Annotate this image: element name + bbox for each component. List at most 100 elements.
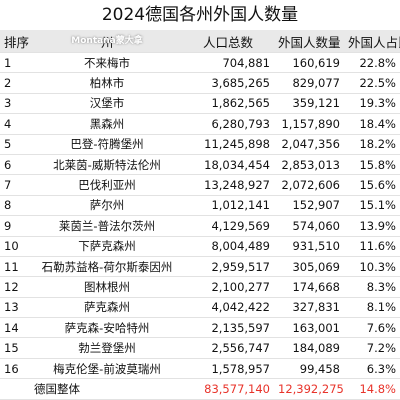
table-cell: 1,862,565	[182, 93, 274, 115]
table-cell: 6,280,793	[182, 113, 274, 135]
table-cell: 勃兰登堡州	[32, 337, 182, 359]
table-cell: 99,458	[274, 358, 344, 380]
table-cell: 7.2%	[344, 337, 400, 359]
table-cell: 15.1%	[344, 195, 400, 217]
page-title: 2024德国各州外国人数量	[101, 5, 299, 25]
table-cell: 莱茵兰-普法尔茨州	[32, 215, 182, 237]
table-cell: 160,619	[274, 52, 344, 74]
table-cell: 2,100,277	[182, 276, 274, 298]
table-cell: 11	[0, 256, 32, 278]
table-cell: 汉堡市	[32, 93, 182, 115]
table-cell: 巴登-符腾堡州	[32, 134, 182, 155]
table-row: 12 图林根州 2,100,277 174,668 8.3%	[0, 276, 400, 298]
table-cell: 12	[0, 276, 32, 298]
table-cell: 2,556,747	[182, 337, 274, 359]
table-cell: 4	[0, 113, 32, 135]
table-cell: 2,853,013	[274, 154, 344, 176]
table-cell: 8.1%	[344, 297, 400, 319]
table-cell: 黑森州	[32, 113, 182, 135]
table-cell: 174,668	[274, 276, 344, 298]
table-cell: 704,881	[182, 52, 274, 74]
table-cell: 13.9%	[344, 215, 400, 237]
header-cell: 人口总数	[182, 30, 274, 53]
table-cell: 图林根州	[32, 276, 182, 298]
table-cell: 1,578,957	[182, 358, 274, 380]
table-cell: 9	[0, 215, 32, 237]
table-cell: 18,034,454	[182, 154, 274, 176]
table-cell: 1,157,890	[274, 113, 344, 135]
table-cell: 梅克伦堡-前波莫瑞州	[32, 358, 182, 380]
table-cell: 152,907	[274, 195, 344, 217]
table-cell: 4,042,422	[182, 297, 274, 319]
table-cell: 18.4%	[344, 113, 400, 135]
table-cell: 柏林市	[32, 72, 182, 94]
table-cell: 15.6%	[344, 174, 400, 196]
table-cell: 15	[0, 337, 32, 359]
table-cell: 22.5%	[344, 72, 400, 94]
table-cell: 3,685,265	[182, 72, 274, 94]
table-cell: 10.3%	[344, 256, 400, 278]
table-cell: 1	[0, 52, 32, 74]
table-cell: 327,831	[274, 297, 344, 319]
table-cell: 11.6%	[344, 236, 400, 257]
table-cell: 18.2%	[344, 134, 400, 155]
total-row: 德国整体 83,577,140 12,392,275 14.8%	[0, 378, 400, 400]
table-cell: 北莱茵-威斯特法伦州	[32, 154, 182, 176]
header-row: 排序州Montana蒙大拿人口总数外国人数量外国人占比	[0, 30, 400, 53]
table-cell: 14	[0, 317, 32, 339]
table-cell: 石勒苏益格-荷尔斯泰因州	[32, 256, 182, 278]
table-cell: 8.3%	[344, 276, 400, 298]
table-row: 16 梅克伦堡-前波莫瑞州 1,578,957 99,458 6.3%	[0, 358, 400, 380]
watermark: Montana蒙大拿	[71, 36, 143, 46]
table-row: 6 北莱茵-威斯特法伦州 18,034,454 2,853,013 15.8%	[0, 154, 400, 176]
table-cell: 下萨克森州	[32, 236, 182, 257]
table-cell: 4,129,569	[182, 215, 274, 237]
header-cell: 排序	[0, 30, 32, 53]
table-cell: 8,004,489	[182, 236, 274, 257]
table-cell: 184,089	[274, 337, 344, 359]
table-row: 10 下萨克森州 8,004,489 931,510 11.6%	[0, 236, 400, 257]
table-cell: 萨克森州	[32, 297, 182, 319]
table-cell: 7.6%	[344, 317, 400, 339]
table-row: 15 勃兰登堡州 2,556,747 184,089 7.2%	[0, 337, 400, 359]
table-cell: 10	[0, 236, 32, 257]
table-row: 8 萨尔州 1,012,141 152,907 15.1%	[0, 195, 400, 217]
table-row: 13 萨克森州 4,042,422 327,831 8.1%	[0, 297, 400, 319]
table-cell: 2,072,606	[274, 174, 344, 196]
total-cell: 14.8%	[344, 378, 400, 400]
table-cell: 6	[0, 154, 32, 176]
table-cell: 萨克森-安哈特州	[32, 317, 182, 339]
header-cell: 外国人数量	[274, 30, 344, 53]
table-row: 5 巴登-符腾堡州 11,245,898 2,047,356 18.2%	[0, 134, 400, 155]
table-cell: 829,077	[274, 72, 344, 94]
total-cell: 12,392,275	[274, 378, 344, 400]
table-cell: 巴伐利亚州	[32, 174, 182, 196]
table-cell: 5	[0, 134, 32, 155]
table-cell: 7	[0, 174, 32, 196]
table-row: 9 莱茵兰-普法尔茨州 4,129,569 574,060 13.9%	[0, 215, 400, 237]
total-cell: 83,577,140	[182, 378, 274, 400]
table-row: 7 巴伐利亚州 13,248,927 2,072,606 15.6%	[0, 174, 400, 196]
table-row: 3 汉堡市 1,862,565 359,121 19.3%	[0, 93, 400, 115]
table-cell: 13	[0, 297, 32, 319]
table-row: 1 不来梅市 704,881 160,619 22.8%	[0, 52, 400, 74]
table-cell: 574,060	[274, 215, 344, 237]
table-row: 4 黑森州 6,280,793 1,157,890 18.4%	[0, 113, 400, 135]
table-row: 11 石勒苏益格-荷尔斯泰因州 2,959,517 305,069 10.3%	[0, 256, 400, 278]
table-cell: 22.8%	[344, 52, 400, 74]
table-cell: 萨尔州	[32, 195, 182, 217]
table-cell: 305,069	[274, 256, 344, 278]
table-cell: 不来梅市	[32, 52, 182, 74]
table-cell: 15.8%	[344, 154, 400, 176]
table-cell: 931,510	[274, 236, 344, 257]
table-cell: 11,245,898	[182, 134, 274, 155]
table-cell: 2,047,356	[274, 134, 344, 155]
table-cell: 359,121	[274, 93, 344, 115]
table-row: 2 柏林市 3,685,265 829,077 22.5%	[0, 72, 400, 94]
table-cell: 2	[0, 72, 32, 94]
table-cell: 6.3%	[344, 358, 400, 380]
header-cell: 州 Montana蒙大拿	[32, 30, 182, 53]
total-cell: 德国整体	[0, 378, 182, 400]
header-cell: 外国人占比	[344, 30, 400, 53]
